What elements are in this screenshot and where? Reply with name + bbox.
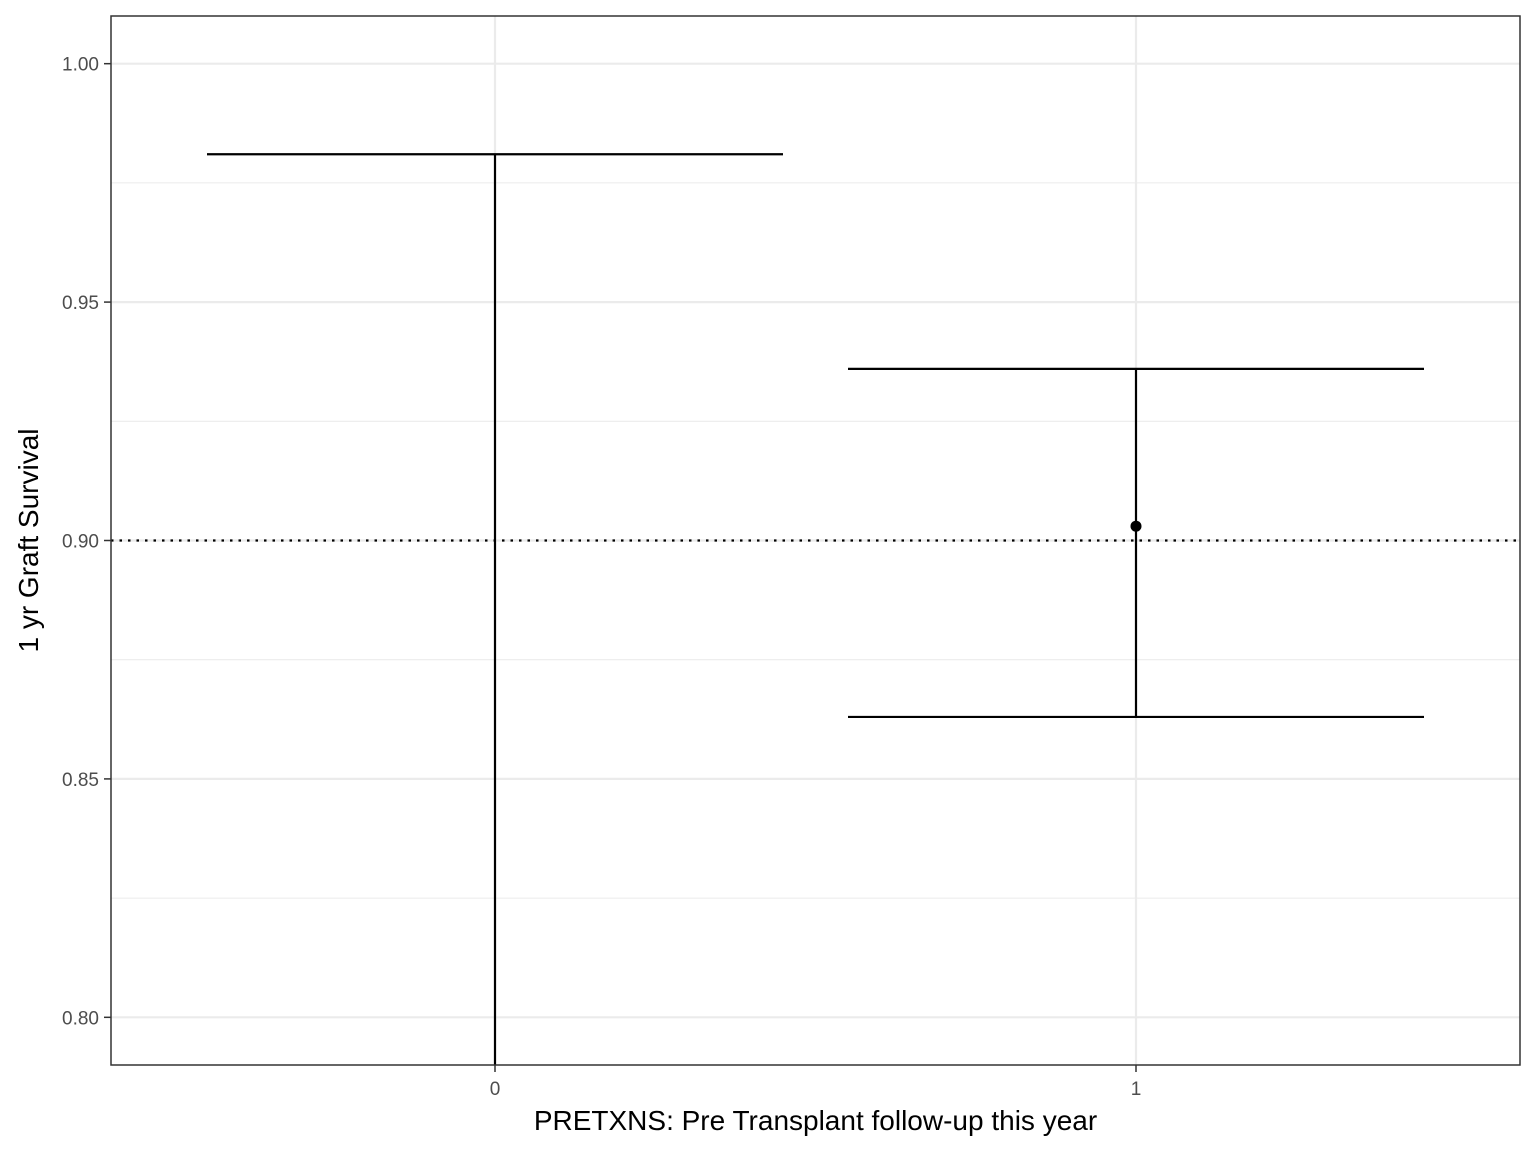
y-tick-label: 0.85: [62, 770, 99, 791]
error-bars: [207, 153, 1424, 1065]
y-tick-label: 1.00: [62, 55, 99, 76]
y-axis: 0.80 0.85 0.90 0.95 1.00: [62, 55, 111, 1029]
x-tick-label: 1: [1131, 1079, 1142, 1100]
y-tick-label: 0.80: [62, 1008, 99, 1029]
grid-lines: [111, 16, 1520, 1065]
y-tick-label: 0.90: [62, 532, 99, 553]
point-estimate-1: [1130, 520, 1142, 532]
y-axis-title: 1 yr Graft Survival: [13, 428, 44, 652]
x-axis-title: PRETXNS: Pre Transplant follow-up this y…: [534, 1105, 1097, 1136]
y-tick-label: 0.95: [62, 293, 99, 314]
x-tick-label: 0: [490, 1079, 501, 1100]
